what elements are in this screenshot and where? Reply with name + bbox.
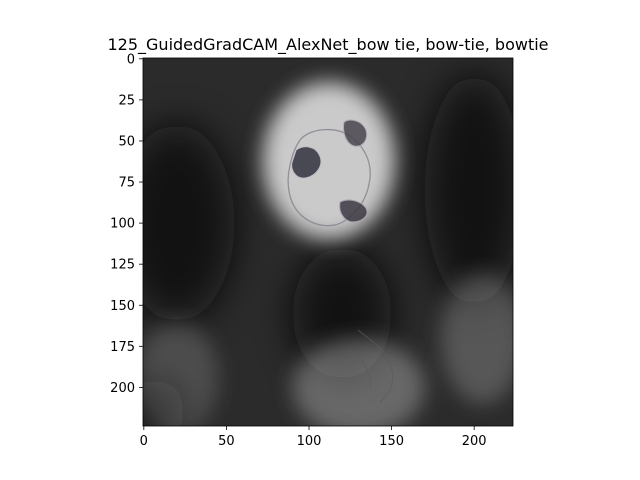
- heatmap-bright-region: [292, 338, 425, 426]
- plot-frame: [142, 57, 514, 427]
- y-axis: 0 25 50 75 100 125 150 175 200: [110, 52, 143, 396]
- y-tick-label: 150: [110, 299, 135, 314]
- y-tick-label: 200: [110, 381, 135, 396]
- heatmap-image: [143, 58, 513, 426]
- heatmap-bright-regions: [143, 81, 513, 426]
- chart-title: 125_GuidedGradCAM_AlexNet_bow tie, bow-t…: [107, 35, 548, 55]
- x-tick-label: 100: [297, 434, 322, 449]
- heatmap-bright-region: [143, 321, 219, 426]
- x-tick-label: 200: [462, 434, 487, 449]
- x-tick-label: 150: [379, 434, 404, 449]
- y-tick-label: 0: [127, 52, 135, 67]
- heatmap-dark-region: [143, 124, 235, 322]
- feature-outline: [291, 146, 322, 179]
- y-tick-label: 25: [118, 93, 135, 108]
- heatmap-dark-regions: [143, 75, 513, 426]
- x-tick-label: 50: [218, 434, 235, 449]
- y-tick-label: 100: [110, 217, 135, 232]
- feature-outline: [349, 329, 394, 403]
- y-tick-label: 50: [118, 134, 135, 149]
- heatmap-bright-region: [262, 81, 395, 240]
- y-tick-label: 75: [118, 176, 135, 191]
- heatmap-feature-detail: [287, 119, 394, 403]
- feature-outline: [339, 199, 368, 223]
- y-tick-label: 175: [110, 340, 135, 355]
- x-axis: 0 50 100 150 200: [140, 426, 487, 449]
- feature-outline: [342, 119, 368, 147]
- heatmap-bright-region: [441, 272, 513, 404]
- y-tick-label: 125: [110, 258, 135, 273]
- x-tick-label: 0: [140, 434, 148, 449]
- heatmap-dark-region: [424, 75, 513, 306]
